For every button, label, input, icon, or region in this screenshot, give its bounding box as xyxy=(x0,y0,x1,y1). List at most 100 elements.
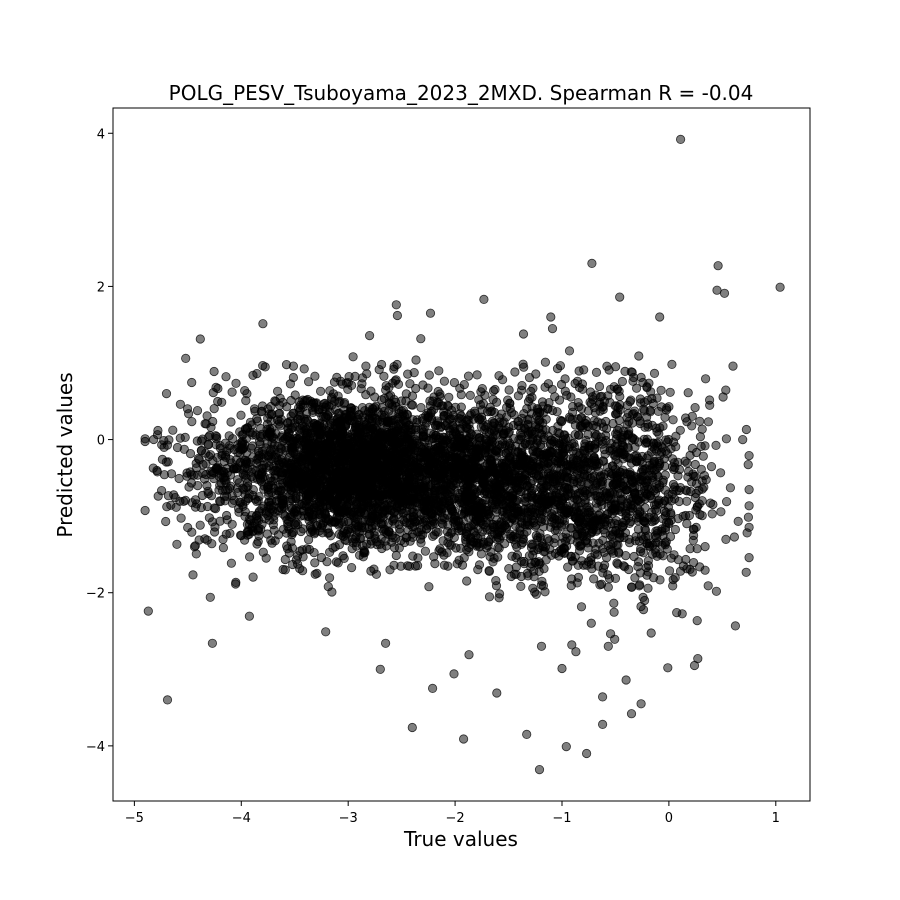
scatter-point xyxy=(502,509,513,519)
scatter-point xyxy=(741,424,752,435)
scatter-point xyxy=(321,458,331,468)
scatter-point xyxy=(642,475,652,485)
scatter-point xyxy=(416,334,426,344)
scatter-point xyxy=(510,476,520,486)
scatter-point xyxy=(274,416,284,426)
scatter-point xyxy=(327,587,337,597)
scatter-point xyxy=(572,537,582,547)
scatter-point xyxy=(439,446,449,456)
scatter-point xyxy=(590,443,600,453)
scatter-point xyxy=(516,556,527,566)
scatter-point xyxy=(646,628,656,638)
scatter-point xyxy=(507,551,517,561)
scatter-point xyxy=(523,571,533,581)
scatter-point xyxy=(580,495,591,505)
scatter-point xyxy=(610,479,620,489)
scatter-point xyxy=(744,501,754,511)
scatter-point xyxy=(438,470,448,480)
scatter-point xyxy=(665,532,676,542)
scatter-point xyxy=(622,485,632,495)
scatter-point xyxy=(707,509,717,519)
scatter-point xyxy=(443,401,453,411)
scatter-point xyxy=(468,537,478,547)
scatter-point xyxy=(416,538,426,548)
scatter-point xyxy=(549,538,559,548)
chart-title: POLG_PESV_Tsuboyama_2023_2MXD. Spearman … xyxy=(169,81,754,105)
scatter-point xyxy=(384,526,394,536)
scatter-point xyxy=(330,457,340,467)
scatter-point xyxy=(730,621,741,631)
scatter-point xyxy=(520,520,530,530)
scatter-point xyxy=(361,361,371,371)
scatter-point xyxy=(743,459,753,470)
scatter-point xyxy=(545,496,556,507)
scatter-point xyxy=(408,515,418,525)
scatter-point xyxy=(697,484,707,494)
scatter-point xyxy=(638,534,649,545)
scatter-point xyxy=(176,513,186,523)
scatter-point xyxy=(599,469,610,479)
scatter-point xyxy=(407,400,418,410)
scatter-point xyxy=(492,504,502,514)
scatter-point xyxy=(725,483,736,493)
scatter-point xyxy=(721,385,731,395)
scatter-point xyxy=(346,562,357,573)
scatter-point xyxy=(706,461,717,472)
scatter-point xyxy=(601,416,611,427)
scatter-point xyxy=(385,565,395,575)
scatter-point xyxy=(631,456,641,466)
scatter-point xyxy=(334,484,344,495)
scatter-point xyxy=(650,544,660,555)
scatter-point xyxy=(638,548,649,558)
scatter-point xyxy=(626,367,636,377)
scatter-point xyxy=(554,551,564,561)
scatter-point xyxy=(501,402,512,413)
scatter-point xyxy=(407,391,418,401)
scatter-point xyxy=(474,560,485,570)
scatter-point xyxy=(526,539,537,549)
scatter-point xyxy=(434,506,444,516)
scatter-point xyxy=(498,463,508,473)
scatter-point xyxy=(483,509,493,519)
scatter-point xyxy=(446,482,456,492)
scatter-point xyxy=(523,414,533,425)
scatter-point xyxy=(172,539,182,549)
scatter-point xyxy=(576,509,586,520)
scatter-point xyxy=(358,503,368,513)
scatter-point xyxy=(293,478,303,488)
scatter-point xyxy=(236,410,246,420)
scatter-point xyxy=(618,517,628,528)
scatter-point xyxy=(410,561,420,571)
scatter-point xyxy=(329,377,340,387)
scatter-point xyxy=(624,564,634,575)
scatter-point xyxy=(621,508,631,519)
scatter-point xyxy=(429,552,439,562)
scatter-point xyxy=(324,528,334,538)
scatter-point xyxy=(406,467,417,477)
scatter-point xyxy=(348,437,358,447)
scatter-point xyxy=(545,471,555,481)
scatter-point xyxy=(680,456,690,466)
scatter-point xyxy=(689,471,699,481)
scatter-point xyxy=(591,367,602,377)
scatter-point xyxy=(424,582,434,592)
scatter-point xyxy=(654,456,664,466)
scatter-point xyxy=(405,379,415,389)
scatter-point xyxy=(342,429,352,439)
scatter-point xyxy=(629,551,639,562)
scatter-point xyxy=(635,398,646,408)
scatter-point xyxy=(433,527,443,537)
scatter-point xyxy=(695,432,706,442)
scatter-point xyxy=(473,413,483,423)
scatter-point xyxy=(457,525,467,536)
scatter-point xyxy=(490,384,500,395)
scatter-point xyxy=(323,514,334,524)
scatter-point xyxy=(288,372,298,383)
scatter-point xyxy=(574,451,584,461)
scatter-point xyxy=(609,598,619,608)
scatter-points xyxy=(140,134,785,775)
scatter-point xyxy=(741,567,751,577)
scatter-point xyxy=(538,542,548,552)
scatter-point xyxy=(536,641,547,651)
scatter-point xyxy=(376,395,387,405)
